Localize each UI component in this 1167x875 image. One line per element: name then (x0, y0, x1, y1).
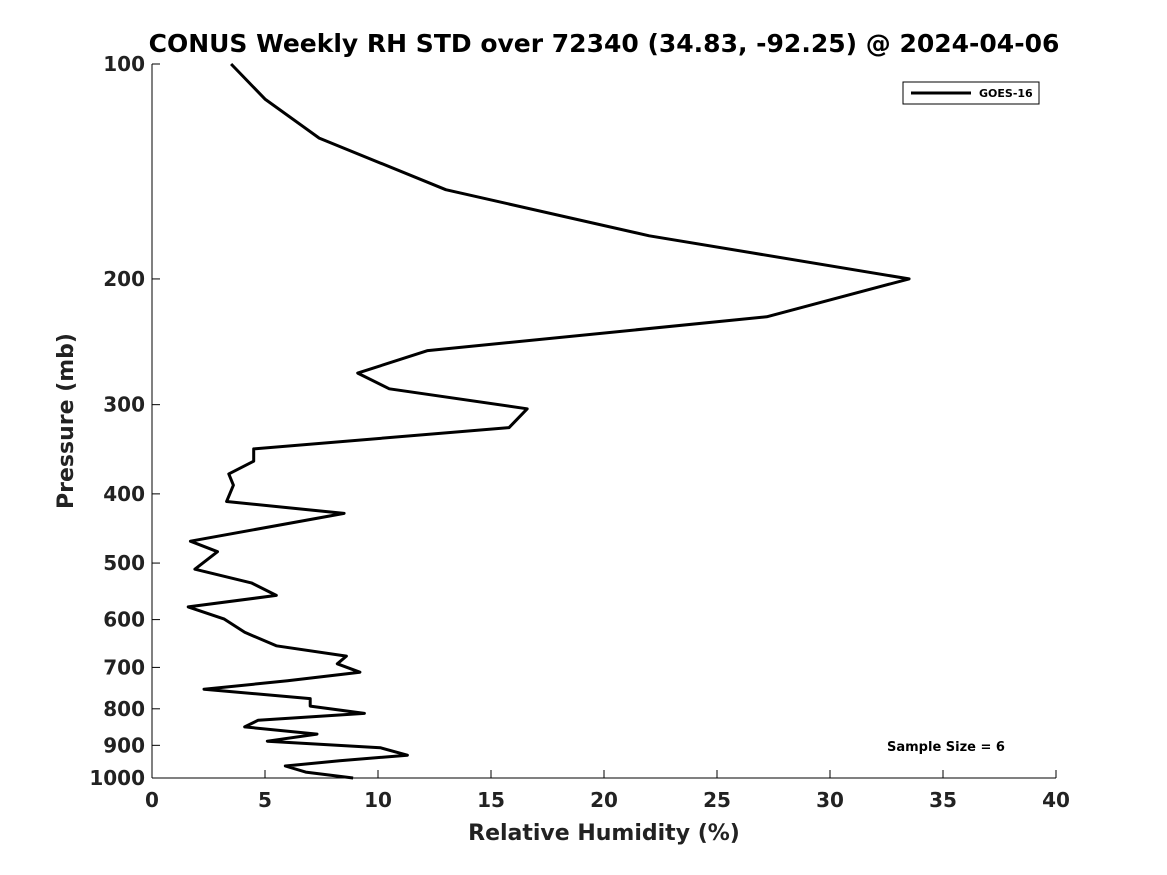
y-tick-label: 300 (103, 393, 145, 417)
x-tick-label: 10 (364, 788, 392, 812)
x-tick-label: 0 (145, 788, 159, 812)
y-tick-label: 700 (103, 655, 145, 679)
y-tick-label: 400 (103, 482, 145, 506)
x-tick-label: 40 (1042, 788, 1070, 812)
x-tick-label: 25 (703, 788, 731, 812)
x-axis-label: Relative Humidity (%) (468, 821, 740, 846)
x-tick-label: 35 (929, 788, 957, 812)
legend-label-goes16: GOES-16 (979, 87, 1033, 100)
x-tick-label: 15 (477, 788, 505, 812)
y-tick-label: 800 (103, 697, 145, 721)
y-tick-label: 100 (103, 52, 145, 76)
y-axis-label: Pressure (mb) (54, 333, 79, 509)
series-layer (186, 62, 911, 780)
x-tick-label: 20 (590, 788, 618, 812)
plot-area (152, 64, 1056, 778)
chart-title: CONUS Weekly RH STD over 72340 (34.83, -… (149, 29, 1060, 58)
y-tick-label: 200 (103, 267, 145, 291)
y-tick-label: 500 (103, 551, 145, 575)
x-tick-label: 30 (816, 788, 844, 812)
y-tick-label: 1000 (89, 766, 145, 790)
legend: GOES-16 (902, 81, 1040, 105)
ticks: 0 5 10 15 20 25 30 35 40 100 200 300 400 500 600 700 800… (89, 52, 1070, 812)
y-tick-label: 900 (103, 733, 145, 757)
y-tick-label: 600 (103, 608, 145, 632)
x-tick-label: 5 (258, 788, 272, 812)
series-line-goes-16 (186, 62, 911, 780)
sample-size-annotation: Sample Size = 6 (887, 740, 1005, 755)
